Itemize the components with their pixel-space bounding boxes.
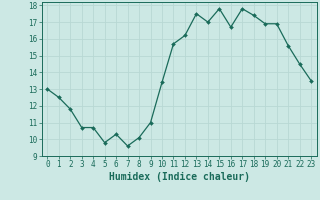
X-axis label: Humidex (Indice chaleur): Humidex (Indice chaleur) (109, 172, 250, 182)
